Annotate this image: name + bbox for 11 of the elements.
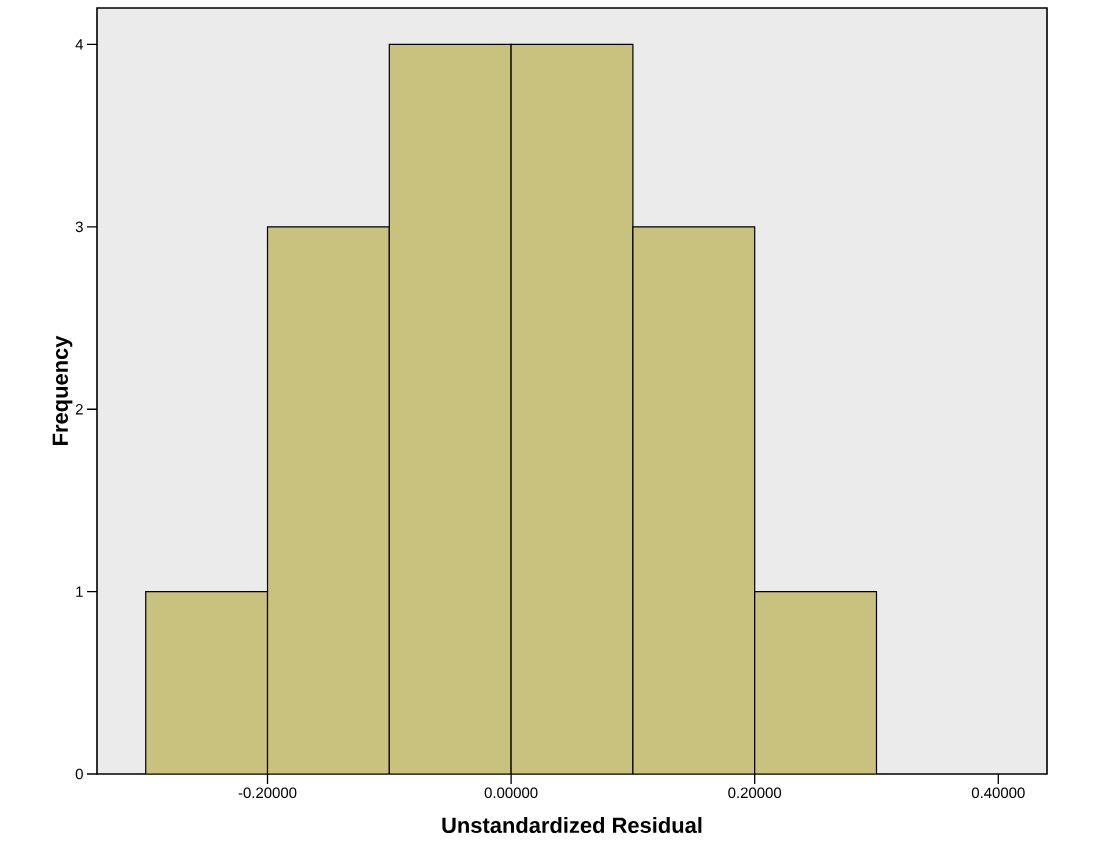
x-tick-label: 0.20000 bbox=[728, 787, 782, 799]
y-tick-label: 0 bbox=[75, 768, 83, 780]
x-tick-label: -0.20000 bbox=[238, 787, 297, 799]
x-tick-label: 0.40000 bbox=[971, 787, 1025, 799]
x-tick-label: 0.00000 bbox=[484, 787, 538, 799]
y-tick-label: 4 bbox=[75, 39, 84, 50]
y-axis-title: Frequency bbox=[52, 335, 73, 445]
y-tick-label: 3 bbox=[75, 221, 83, 233]
y-tick-label: 2 bbox=[75, 404, 83, 415]
x-axis-title: Unstandardized Residual bbox=[442, 816, 702, 834]
y-tick-label: 1 bbox=[76, 586, 83, 597]
